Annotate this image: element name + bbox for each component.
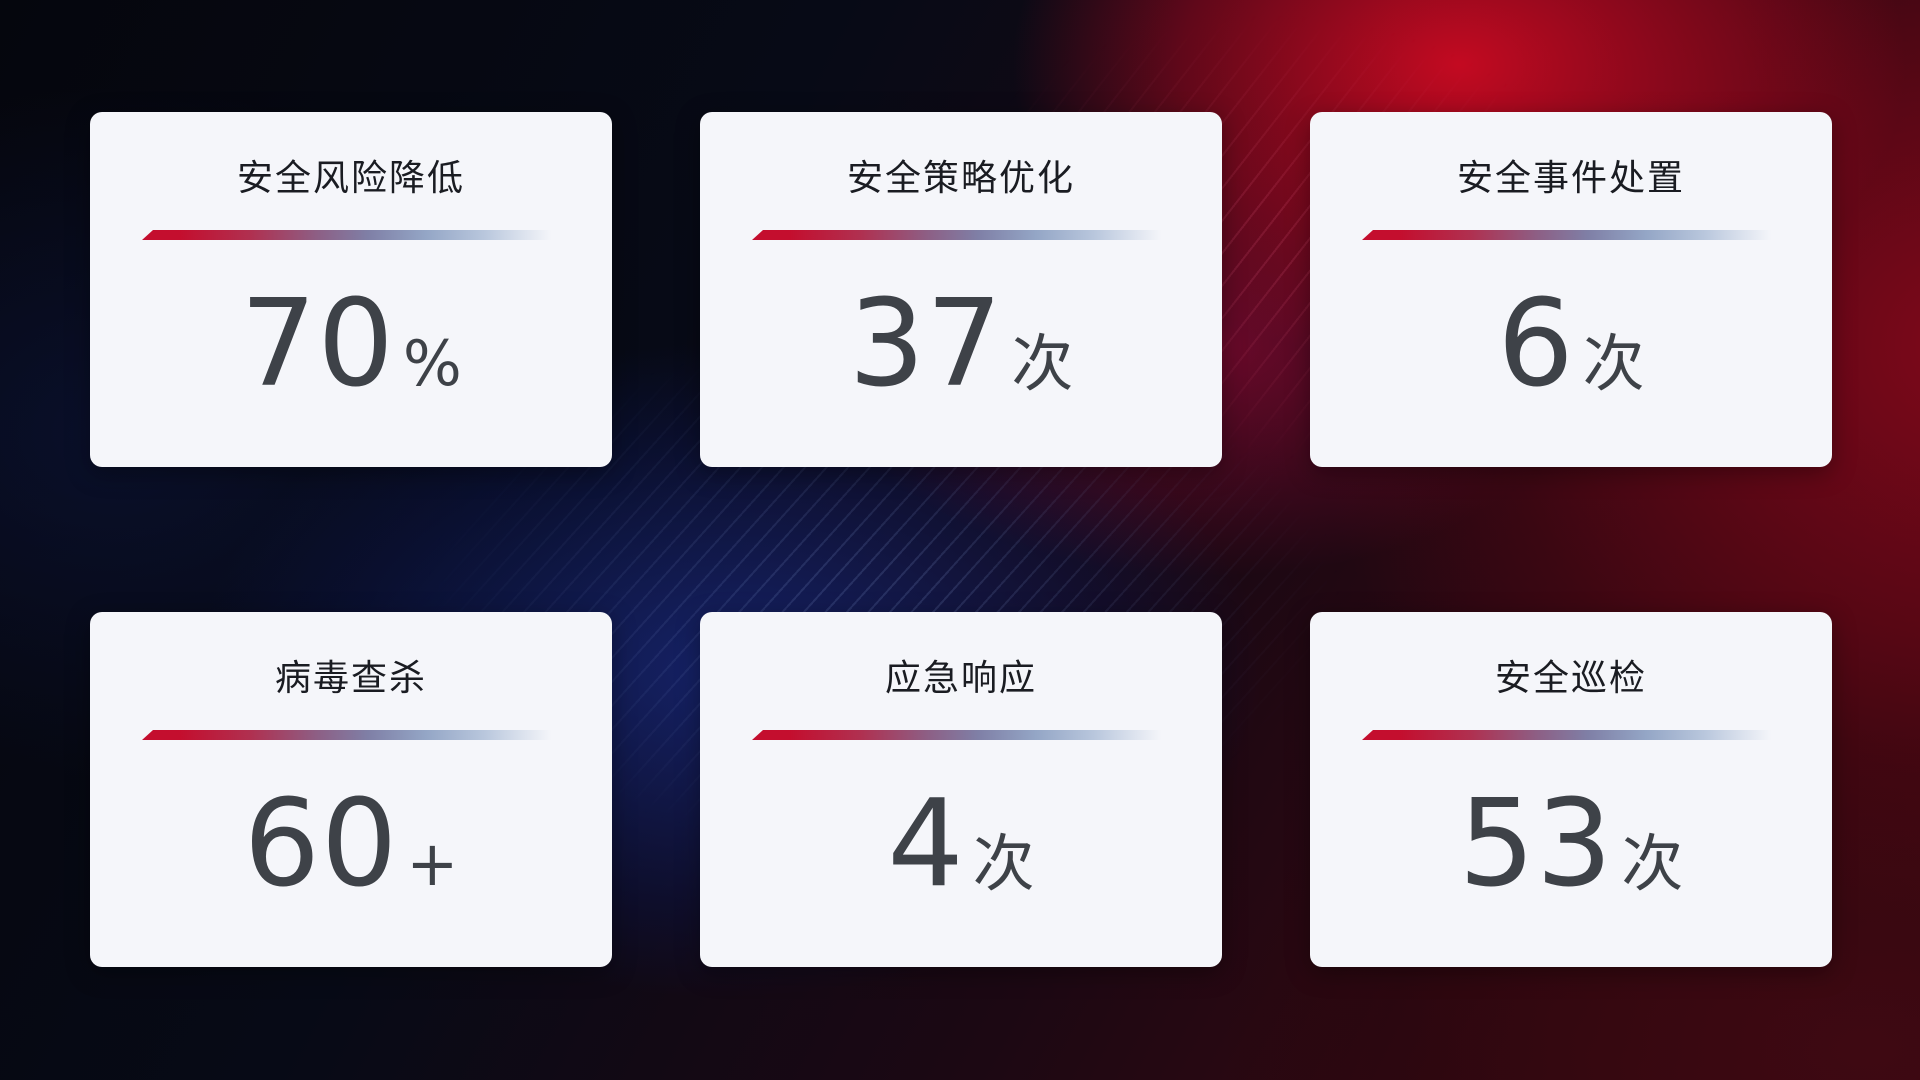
card-title: 安全事件处置 bbox=[1456, 158, 1685, 199]
card-value: 4 次 bbox=[887, 782, 1034, 908]
stat-card-incident-handling: 安全事件处置 6 次 bbox=[1310, 112, 1832, 467]
stat-card-risk-reduction: 安全风险降低 70 % bbox=[90, 112, 612, 467]
card-title: 安全风险降低 bbox=[236, 158, 465, 199]
card-title: 安全巡检 bbox=[1494, 658, 1647, 699]
value-number: 53 bbox=[1458, 775, 1614, 914]
value-unit: % bbox=[402, 327, 462, 400]
divider-line bbox=[142, 230, 560, 240]
value-number: 70 bbox=[240, 275, 395, 414]
divider-line bbox=[752, 730, 1170, 740]
card-title: 病毒查杀 bbox=[274, 658, 427, 699]
value-unit: 次 bbox=[1582, 327, 1645, 400]
card-value: 53 次 bbox=[1459, 782, 1684, 908]
value-unit: 次 bbox=[972, 827, 1035, 900]
value-number: 37 bbox=[848, 275, 1004, 414]
value-unit: 次 bbox=[1621, 827, 1684, 900]
divider-line bbox=[142, 730, 560, 740]
card-title: 安全策略优化 bbox=[846, 158, 1075, 199]
value-number: 4 bbox=[887, 775, 965, 914]
value-number: 6 bbox=[1497, 275, 1575, 414]
stat-card-policy-optimization: 安全策略优化 37 次 bbox=[700, 112, 1222, 467]
card-value: 70 % bbox=[240, 282, 462, 408]
value-number: 60 bbox=[243, 775, 399, 914]
stats-grid: 安全风险降低 70 % 安全策略优化 37 次 安全事件处置 6 次 病毒查杀 … bbox=[90, 112, 1832, 967]
card-value: 37 次 bbox=[849, 282, 1074, 408]
divider-line bbox=[1362, 230, 1780, 240]
stat-card-security-inspection: 安全巡检 53 次 bbox=[1310, 612, 1832, 967]
divider-line bbox=[1362, 730, 1780, 740]
card-title: 应急响应 bbox=[884, 658, 1037, 699]
card-value: 6 次 bbox=[1497, 282, 1644, 408]
card-value: 60 + bbox=[244, 782, 459, 908]
stat-card-emergency-response: 应急响应 4 次 bbox=[700, 612, 1222, 967]
value-unit: 次 bbox=[1011, 327, 1074, 400]
divider-line bbox=[752, 230, 1170, 240]
value-unit: + bbox=[406, 827, 459, 900]
stat-card-virus-scan: 病毒查杀 60 + bbox=[90, 612, 612, 967]
